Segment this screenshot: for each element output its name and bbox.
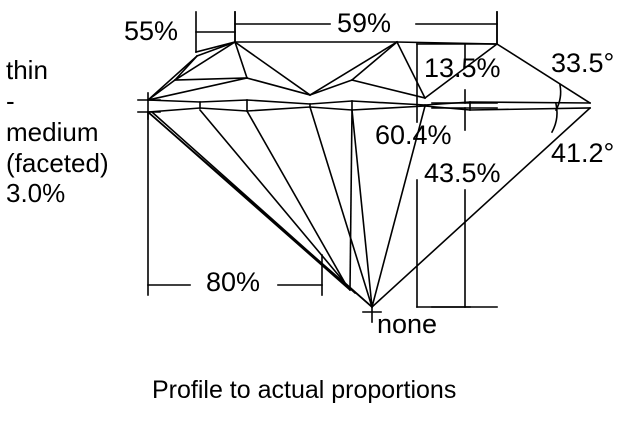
label-girdle-dash: - [6,86,15,116]
pavilion-main-3 [349,109,353,291]
pavilion-main-1 [245,109,347,285]
label-girdle-diameter-percent: 59% [337,8,392,38]
label-total-depth-percent: 60.4% [375,120,452,150]
girdle-band [147,99,591,113]
dimension-girdle-59 [234,11,498,45]
label-pavilion-depth-percent: 43.5% [424,158,501,188]
label-culet: none [377,309,438,339]
pavilion-facet-edge-1 [146,110,352,292]
pavilion-facet-edge-2 [150,110,357,295]
dimension-lower-girdle-80 [147,111,323,296]
crown-outline-left [146,54,199,102]
label-girdle-thin: thin [6,55,48,85]
label-crown-height-percent: 13.5% [424,53,501,83]
crown-outline-right [495,42,592,105]
crown-bezel-edge-2 [233,40,312,97]
crown-star-edge-2 [350,40,399,82]
label-girdle-faceted: (faceted) [6,148,109,178]
figure-caption: Profile to actual proportions [152,376,457,404]
pavilion-main-2 [308,105,374,309]
label-crown-angle: 33.5° [551,48,615,78]
crown-upper-girdle-1 [174,77,248,81]
pavilion-main-4 [351,109,373,308]
dimension-total-depth [416,43,498,308]
crown-bezel-edge-1 [233,40,249,80]
crown-upper-girdle-4 [308,78,354,97]
pavilion-outline-right [370,106,592,309]
pavilion-lower-girdle-1 [198,108,347,285]
crown-bezel-edge-5 [423,42,499,100]
label-girdle-medium: medium [6,117,99,147]
crown-star-edge-1 [173,54,199,82]
crown-upper-girdle-3 [246,77,311,96]
label-table-percent: 55% [124,16,179,46]
crown-bezel-edge-4 [395,40,427,100]
girdle-thickness-ticks [137,92,161,120]
dimension-crown-pavilion [431,43,498,308]
crown-outline-upper-left [195,40,237,58]
pavilion-angle-arc [550,103,558,134]
pavilion-main-5 [371,105,426,308]
crown-upper-girdle-5 [351,79,426,99]
crown-facet-edge-2 [146,78,177,102]
crown-facet-edge-1 [173,40,237,82]
label-lower-girdle-percent: 80% [206,267,261,297]
label-pavilion-angle: 41.2° [551,138,615,168]
label-girdle-percent: 3.0% [6,178,66,208]
crown-upper-girdle-2 [147,77,248,101]
culet-tick [362,302,382,323]
crown-bezel-edge-3 [308,40,399,97]
